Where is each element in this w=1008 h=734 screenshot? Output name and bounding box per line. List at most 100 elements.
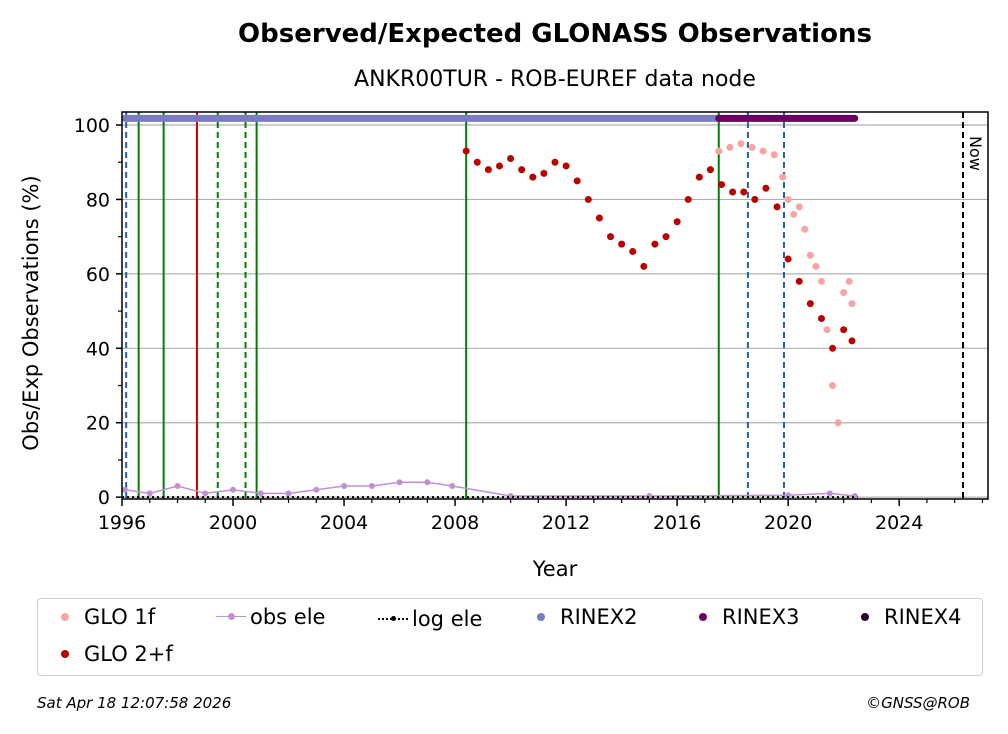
- legend-marker: [391, 616, 396, 621]
- data-point-glo-2-f: [529, 173, 537, 181]
- chart-title: Observed/Expected GLONASS Observations: [238, 19, 872, 49]
- legend-item-log-ele: log ele: [378, 606, 482, 632]
- data-point-glo-2-f: [773, 203, 781, 211]
- data-point-glo-2-f: [651, 240, 659, 248]
- data-point-glo-2-f: [495, 162, 503, 170]
- x-tick-label: 1996: [98, 512, 146, 534]
- data-point-glo-2-f: [540, 169, 548, 177]
- legend-dot-icon: [526, 607, 556, 627]
- data-point-glo-1f: [848, 300, 856, 308]
- legend: GLO 1f obs ele log ele RINEX2 RINEX3 RIN…: [37, 598, 983, 676]
- data-point-glo-2-f: [684, 195, 692, 203]
- data-point-glo-2-f: [706, 166, 714, 174]
- x-tick-label: 2020: [764, 512, 812, 534]
- data-point-glo-2-f: [640, 262, 648, 270]
- legend-marker: [61, 650, 69, 658]
- data-point-glo-2-f: [806, 300, 814, 308]
- legend-marker: [861, 613, 869, 621]
- legend-marker: [228, 613, 235, 620]
- data-point-glo-2-f: [662, 233, 670, 241]
- data-point-glo-2-f: [784, 255, 792, 263]
- y-tick-label: 100: [74, 115, 110, 137]
- data-point-glo-1f: [840, 288, 848, 296]
- x-axis-label: Year: [532, 557, 578, 581]
- legend-label: RINEX3: [722, 605, 800, 629]
- data-point-glo-2-f: [695, 173, 703, 181]
- data-point-glo-1f: [770, 151, 778, 159]
- data-point-glo-2-f: [740, 188, 748, 196]
- data-point-obs-ele: [230, 486, 237, 493]
- chart-svg: Observed/Expected GLONASS Observations A…: [19, 19, 989, 581]
- data-point-glo-2-f: [848, 337, 856, 345]
- legend-label: GLO 1f: [84, 605, 156, 629]
- event-layer: [125, 112, 965, 499]
- data-point-glo-1f: [817, 277, 825, 285]
- data-point-glo-2-f: [507, 155, 515, 163]
- x-tick-label: 2016: [653, 512, 701, 534]
- data-point-glo-2-f: [607, 233, 615, 241]
- chart-subtitle: ANKR00TUR - ROB-EUREF data node: [354, 67, 756, 92]
- legend-item-obs-ele: obs ele: [216, 604, 325, 630]
- data-point-glo-1f: [726, 143, 734, 151]
- data-point-obs-ele: [313, 486, 320, 493]
- data-point-glo-1f: [737, 140, 745, 148]
- data-point-glo-2-f: [562, 162, 570, 170]
- data-point-glo-2-f: [751, 195, 759, 203]
- y-tick-label: 0: [98, 487, 110, 509]
- data-point-glo-2-f: [673, 218, 681, 226]
- data-point-glo-2-f: [518, 166, 526, 174]
- legend-line-dot-icon: [216, 607, 246, 627]
- data-point-obs-ele: [785, 492, 792, 499]
- legend-item-glo1f: GLO 1f: [50, 604, 155, 630]
- legend-dot-icon: [50, 644, 80, 664]
- y-tick-label: 80: [86, 189, 110, 211]
- data-point-obs-ele: [396, 479, 403, 486]
- x-tick-label: 2024: [875, 512, 923, 534]
- data-point-obs-ele: [121, 486, 128, 493]
- data-point-glo-1f: [806, 251, 814, 259]
- y-tick-label: 20: [86, 413, 110, 435]
- data-point-glo-1f: [748, 143, 756, 151]
- data-point-glo-2-f: [462, 147, 470, 155]
- data-point-glo-2-f: [762, 184, 770, 192]
- tick-layer: 0 20 40 60 80 100 1996 2000 2004 2008 2012 2016 2020…: [74, 115, 984, 534]
- legend-label: obs ele: [250, 605, 326, 629]
- data-point-glo-2-f: [551, 158, 559, 166]
- legend-label: log ele: [412, 607, 483, 631]
- data-point-glo-1f: [784, 195, 792, 203]
- data-point-glo-2-f: [473, 158, 481, 166]
- data-point-glo-2-f: [595, 214, 603, 222]
- legend-marker: [699, 613, 707, 621]
- data-point-obs-ele: [202, 490, 209, 497]
- legend-label: RINEX4: [884, 605, 962, 629]
- data-point-glo-2-f: [484, 166, 492, 174]
- footer-credit: ©GNSS@ROB: [866, 694, 970, 712]
- x-tick-label: 2000: [209, 512, 257, 534]
- legend-dotted-line-icon: [378, 609, 408, 629]
- data-point-glo-1f: [834, 419, 842, 427]
- plot-frame: [121, 111, 989, 500]
- data-point-glo-2-f: [829, 344, 837, 352]
- x-tick-label: 2008: [431, 512, 479, 534]
- y-tick-label: 60: [86, 264, 110, 286]
- data-point-glo-2-f: [629, 248, 637, 256]
- data-point-glo-1f: [795, 203, 803, 211]
- data-point-glo-1f: [759, 147, 767, 155]
- data-layer: [121, 114, 859, 500]
- y-axis-label: Obs/Exp Observations (%): [19, 175, 43, 450]
- y-tick-label: 40: [86, 338, 110, 360]
- data-point-glo-1f: [801, 225, 809, 233]
- data-point-glo-1f: [790, 210, 798, 218]
- data-point-glo-2-f: [729, 188, 737, 196]
- data-point-glo-1f: [715, 147, 723, 155]
- legend-item-rinex3: RINEX3: [688, 604, 800, 630]
- data-point-obs-ele: [368, 482, 375, 489]
- data-point-glo-1f: [823, 326, 831, 334]
- legend-label: RINEX2: [560, 605, 638, 629]
- data-point-glo-1f: [779, 173, 787, 181]
- grid-layer: [122, 124, 988, 498]
- x-tick-label: 2012: [542, 512, 590, 534]
- data-point-obs-ele: [146, 490, 153, 497]
- data-point-glo-2-f: [584, 195, 592, 203]
- legend-marker: [61, 613, 69, 621]
